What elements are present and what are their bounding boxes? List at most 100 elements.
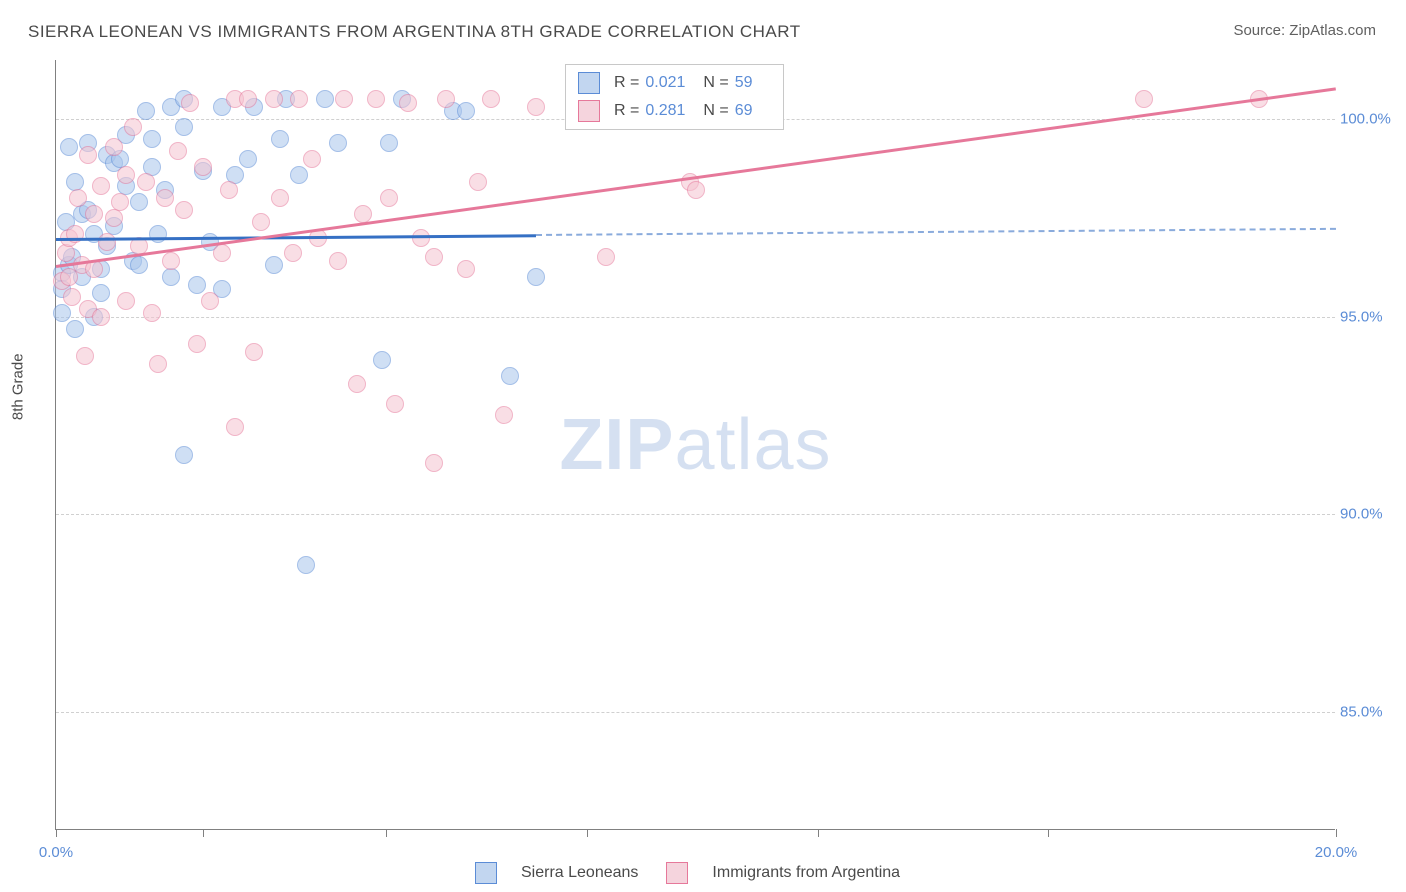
scatter-point xyxy=(437,90,455,108)
scatter-point xyxy=(105,209,123,227)
scatter-point xyxy=(188,276,206,294)
scatter-point xyxy=(156,189,174,207)
scatter-point xyxy=(252,213,270,231)
scatter-point xyxy=(348,375,366,393)
scatter-point xyxy=(175,446,193,464)
gridline xyxy=(56,712,1335,713)
scatter-point xyxy=(57,244,75,262)
scatter-point xyxy=(527,98,545,116)
x-tick xyxy=(587,829,588,837)
scatter-point xyxy=(297,556,315,574)
scatter-point xyxy=(69,189,87,207)
scatter-point xyxy=(162,252,180,270)
scatter-point xyxy=(79,146,97,164)
scatter-point xyxy=(303,150,321,168)
scatter-point xyxy=(162,268,180,286)
scatter-point xyxy=(271,189,289,207)
scatter-point xyxy=(130,256,148,274)
scatter-point xyxy=(457,260,475,278)
gridline xyxy=(56,514,1335,515)
y-tick-label: 90.0% xyxy=(1340,506,1395,523)
scatter-point xyxy=(143,304,161,322)
y-tick-label: 95.0% xyxy=(1340,308,1395,325)
scatter-point xyxy=(290,90,308,108)
scatter-point xyxy=(457,102,475,120)
scatter-point xyxy=(188,335,206,353)
scatter-point xyxy=(1135,90,1153,108)
scatter-point xyxy=(201,292,219,310)
scatter-point xyxy=(60,138,78,156)
scatter-point xyxy=(175,201,193,219)
scatter-point xyxy=(175,118,193,136)
scatter-point xyxy=(354,205,372,223)
scatter-point xyxy=(111,193,129,211)
scatter-point xyxy=(271,130,289,148)
y-axis-label: 8th Grade xyxy=(10,353,27,420)
scatter-point xyxy=(226,418,244,436)
scatter-point xyxy=(245,343,263,361)
legend-item-blue: Sierra Leoneans xyxy=(475,862,638,884)
scatter-point xyxy=(137,102,155,120)
scatter-point xyxy=(501,367,519,385)
scatter-point xyxy=(169,142,187,160)
y-tick-label: 100.0% xyxy=(1340,111,1395,128)
scatter-point xyxy=(117,292,135,310)
scatter-point xyxy=(597,248,615,266)
scatter-point xyxy=(143,130,161,148)
x-tick xyxy=(1336,829,1337,837)
x-tick-minor xyxy=(203,829,204,837)
scatter-point xyxy=(469,173,487,191)
plot-area: ZIPatlas 85.0%90.0%95.0%100.0%0.0%20.0% xyxy=(55,60,1335,830)
y-tick-label: 85.0% xyxy=(1340,703,1395,720)
scatter-point xyxy=(380,189,398,207)
swatch-pink xyxy=(578,100,600,122)
scatter-point xyxy=(316,90,334,108)
scatter-point xyxy=(117,166,135,184)
scatter-point xyxy=(220,181,238,199)
scatter-point xyxy=(66,320,84,338)
scatter-point xyxy=(495,406,513,424)
scatter-point xyxy=(92,177,110,195)
scatter-point xyxy=(284,244,302,262)
scatter-point xyxy=(124,118,142,136)
swatch-pink xyxy=(666,862,688,884)
x-tick-minor xyxy=(818,829,819,837)
scatter-point xyxy=(290,166,308,184)
scatter-point xyxy=(130,193,148,211)
x-tick-label: 20.0% xyxy=(1315,844,1358,861)
trend-line-blue xyxy=(56,234,536,240)
scatter-point xyxy=(482,90,500,108)
scatter-point xyxy=(239,90,257,108)
swatch-blue xyxy=(578,72,600,94)
scatter-point xyxy=(76,347,94,365)
scatter-point xyxy=(386,395,404,413)
scatter-point xyxy=(373,351,391,369)
scatter-point xyxy=(92,308,110,326)
scatter-point xyxy=(687,181,705,199)
scatter-point xyxy=(335,90,353,108)
x-tick xyxy=(56,829,57,837)
legend-row-pink: R = 0.281 N = 69 xyxy=(566,97,783,125)
scatter-point xyxy=(63,288,81,306)
scatter-point xyxy=(265,90,283,108)
x-tick-label: 0.0% xyxy=(39,844,73,861)
correlation-legend: R = 0.021 N = 59 R = 0.281 N = 69 xyxy=(565,64,784,130)
correlation-chart: SIERRA LEONEAN VS IMMIGRANTS FROM ARGENT… xyxy=(0,0,1406,892)
scatter-point xyxy=(213,244,231,262)
scatter-point xyxy=(53,304,71,322)
scatter-point xyxy=(265,256,283,274)
watermark: ZIPatlas xyxy=(559,404,831,486)
scatter-point xyxy=(149,225,167,243)
scatter-point xyxy=(98,233,116,251)
trend-line-blue-dashed xyxy=(536,228,1336,236)
scatter-point xyxy=(399,94,417,112)
scatter-point xyxy=(239,150,257,168)
scatter-point xyxy=(367,90,385,108)
scatter-point xyxy=(149,355,167,373)
scatter-point xyxy=(425,454,443,472)
series-legend: Sierra Leoneans Immigrants from Argentin… xyxy=(475,862,900,884)
x-tick-minor xyxy=(386,829,387,837)
scatter-point xyxy=(425,248,443,266)
scatter-point xyxy=(137,173,155,191)
scatter-point xyxy=(527,268,545,286)
